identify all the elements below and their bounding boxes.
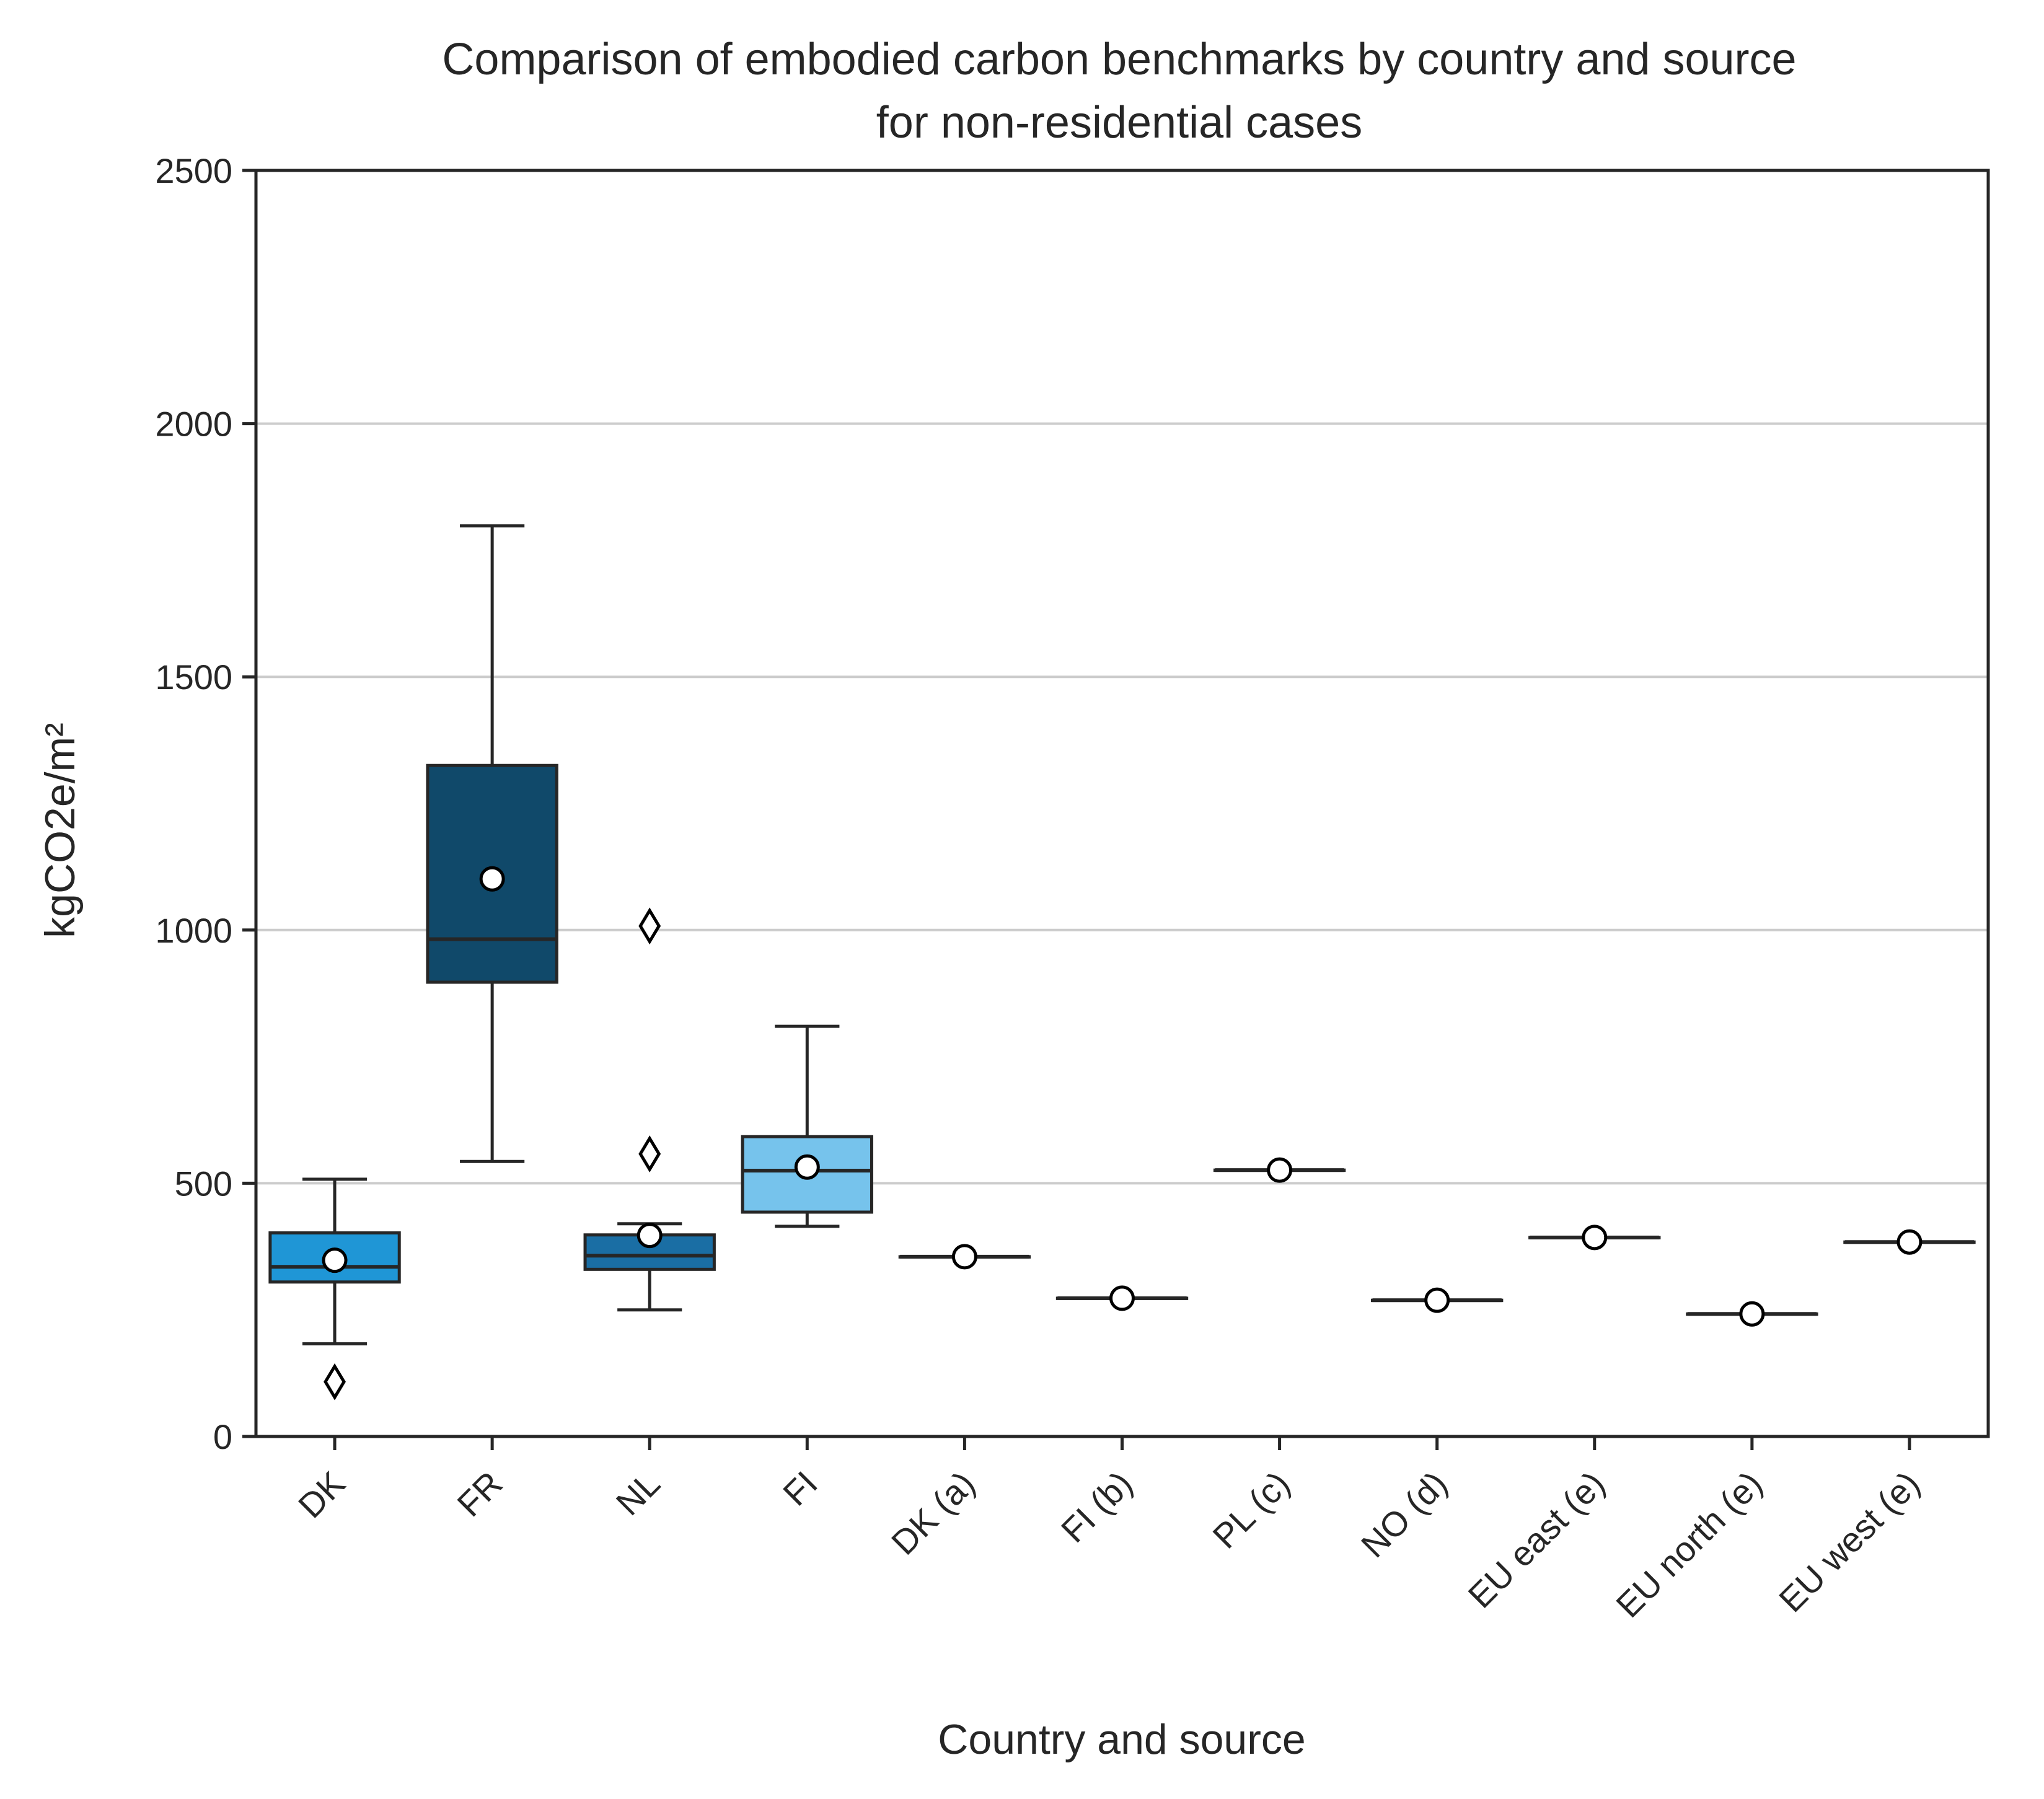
x-tick-label: EU east (e)	[1460, 1464, 1612, 1616]
box-group	[741, 1024, 873, 1228]
y-tick-label: 500	[175, 1164, 232, 1203]
box-group	[426, 524, 558, 1163]
y-tick-label: 2500	[155, 151, 232, 190]
x-tick-label: FR	[449, 1464, 509, 1524]
outlier-marker	[638, 907, 661, 945]
mean-marker	[1109, 1285, 1135, 1311]
mean-marker	[1424, 1287, 1450, 1313]
box-group	[1371, 1287, 1504, 1313]
x-tick-label: EU west (e)	[1771, 1464, 1927, 1619]
mean-marker	[1267, 1157, 1293, 1183]
mean-marker	[951, 1244, 977, 1270]
box-group	[898, 1244, 1031, 1270]
mean-marker	[1896, 1229, 1923, 1255]
y-tick-label: 2000	[155, 405, 232, 444]
outlier-marker	[324, 1363, 346, 1401]
y-tick-label: 1500	[155, 658, 232, 697]
mean-marker	[794, 1154, 820, 1180]
y-tick-label: 1000	[155, 911, 232, 950]
x-tick-label: PL (c)	[1205, 1464, 1297, 1556]
box-group	[1528, 1225, 1661, 1251]
x-tick-label: DK	[291, 1464, 353, 1526]
x-tick-label: NO (d)	[1354, 1464, 1455, 1565]
x-tick-label: EU north (e)	[1608, 1464, 1769, 1625]
mean-marker	[1739, 1301, 1765, 1327]
y-axis-label: kgCO2e/m²	[37, 723, 84, 938]
box-group	[1055, 1285, 1189, 1311]
x-tick-label: FI	[775, 1464, 825, 1513]
mean-marker	[637, 1223, 663, 1249]
mean-marker	[479, 866, 505, 892]
chart-title-line-1: Comparison of embodied carbon benchmarks…	[442, 35, 1796, 84]
chart-title-line-2: for non-residential cases	[876, 98, 1362, 147]
box-group	[1213, 1157, 1346, 1183]
mean-marker	[322, 1247, 348, 1273]
x-axis-label: Country and source	[938, 1716, 1305, 1763]
outlier-marker	[638, 1135, 661, 1172]
box-group	[1686, 1301, 1818, 1327]
mean-marker	[1582, 1225, 1608, 1251]
box-series	[268, 524, 1976, 1401]
box-group	[268, 1177, 401, 1401]
x-tick-label: DK (a)	[884, 1464, 982, 1562]
box-group	[583, 907, 716, 1312]
box-group	[1843, 1229, 1976, 1255]
x-tick-label: FI (b)	[1054, 1464, 1140, 1550]
x-tick-label: NL	[609, 1464, 667, 1523]
y-tick-label: 0	[213, 1417, 232, 1456]
